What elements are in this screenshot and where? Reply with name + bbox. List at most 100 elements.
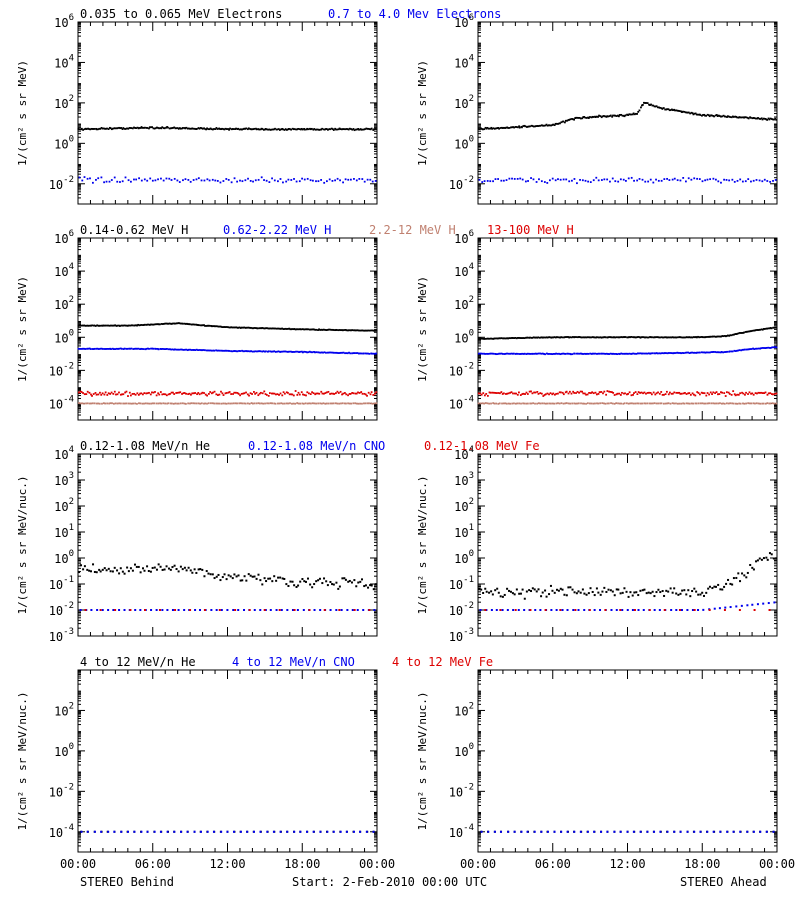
data-point <box>515 126 518 128</box>
y-tick-exponent: 0 <box>69 742 74 752</box>
data-point <box>711 587 714 590</box>
data-point <box>599 609 602 611</box>
data-point <box>753 117 756 120</box>
data-point <box>482 392 485 395</box>
data-point <box>702 608 705 611</box>
data-point <box>550 609 553 611</box>
data-point <box>138 324 141 327</box>
data-point <box>507 127 510 129</box>
data-point <box>207 324 210 327</box>
data-point <box>231 326 234 329</box>
data-point <box>773 326 776 329</box>
data-point <box>351 352 353 355</box>
data-point <box>134 563 137 566</box>
plot-frame <box>477 237 778 421</box>
plot-frame <box>77 453 378 637</box>
data-point <box>99 324 102 327</box>
data-point <box>516 177 519 180</box>
data-point <box>593 352 595 355</box>
data-point <box>662 402 665 405</box>
data-point <box>611 177 614 180</box>
data-point <box>219 181 222 184</box>
data-point <box>770 393 773 395</box>
data-point <box>551 402 554 405</box>
data-point <box>644 336 646 339</box>
data-point <box>159 565 162 568</box>
data-point <box>127 179 130 182</box>
data-point <box>594 402 596 405</box>
y-tick-exponent: 4 <box>469 53 474 63</box>
y-tick-exponent: 2 <box>469 497 474 507</box>
data-point <box>224 392 227 395</box>
data-point <box>341 128 344 130</box>
data-point <box>341 577 344 580</box>
data-point <box>490 126 493 129</box>
data-point <box>311 586 314 589</box>
data-point <box>532 125 535 128</box>
data-point <box>106 402 109 405</box>
data-point <box>672 109 674 112</box>
data-point <box>701 402 704 405</box>
data-point <box>766 327 768 330</box>
data-point <box>374 329 377 332</box>
data-point <box>335 609 338 611</box>
data-point <box>338 585 341 588</box>
data-point <box>751 117 754 120</box>
data-point <box>759 328 762 331</box>
data-point <box>740 332 742 334</box>
data-point <box>726 830 729 833</box>
x-tick-label: 12:00 <box>209 857 245 871</box>
data-point <box>265 179 268 182</box>
data-point <box>530 590 533 593</box>
data-point <box>514 402 517 405</box>
y-tick-label: 103 <box>454 471 474 488</box>
data-point <box>745 116 748 119</box>
data-point <box>328 128 331 131</box>
data-point <box>320 328 323 331</box>
data-point <box>173 393 176 395</box>
data-point <box>77 347 80 350</box>
data-point <box>770 118 773 120</box>
data-point <box>198 127 201 130</box>
y-tick-label: 100 <box>454 742 474 759</box>
data-point <box>548 353 551 355</box>
data-point <box>339 390 342 393</box>
data-point <box>140 347 143 350</box>
data-point <box>127 127 130 130</box>
data-point <box>199 568 202 571</box>
data-point <box>593 830 596 833</box>
data-point <box>545 123 548 126</box>
data-point <box>536 336 539 339</box>
data-point <box>359 830 362 833</box>
data-point <box>579 178 581 181</box>
data-point <box>756 347 758 350</box>
data-point <box>673 402 675 405</box>
data-point <box>546 392 549 395</box>
data-point <box>540 392 543 395</box>
data-point <box>678 336 680 339</box>
data-point <box>619 592 622 595</box>
data-point <box>211 402 214 405</box>
data-point <box>174 322 176 325</box>
data-point <box>220 609 223 611</box>
data-point <box>484 402 487 404</box>
data-point <box>585 393 587 396</box>
data-point <box>571 353 574 356</box>
data-point <box>321 392 324 395</box>
data-point <box>602 392 604 395</box>
data-point <box>344 352 346 355</box>
data-point <box>739 402 742 405</box>
data-point <box>320 390 323 393</box>
data-point <box>679 352 681 354</box>
data-point <box>518 125 521 128</box>
data-point <box>539 352 541 355</box>
data-point <box>770 327 773 330</box>
data-point <box>304 580 307 583</box>
data-point <box>525 126 528 128</box>
data-point <box>741 180 744 183</box>
data-point <box>167 402 170 405</box>
data-point <box>492 402 495 404</box>
data-point <box>187 566 190 569</box>
data-point <box>573 352 576 355</box>
